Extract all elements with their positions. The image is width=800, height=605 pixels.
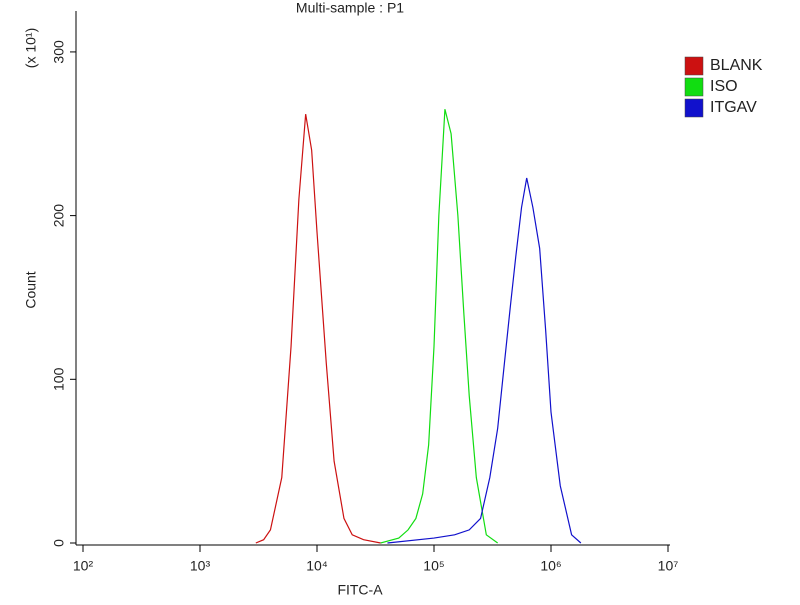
- x-tick-label: 10⁶: [540, 558, 561, 574]
- histogram-line: [387, 177, 582, 544]
- legend-swatch: [684, 56, 704, 76]
- x-tick-label: 10⁷: [658, 558, 679, 574]
- chart-title: Multi-sample : P1: [296, 0, 404, 16]
- x-tick-label: 10²: [73, 558, 94, 574]
- histogram-line: [255, 114, 381, 544]
- y-tick-label: 200: [51, 204, 67, 228]
- x-tick-label: 10⁵: [423, 558, 444, 574]
- histogram-line: [380, 109, 499, 544]
- legend-swatch: [684, 77, 704, 97]
- y-tick-label: 300: [51, 40, 67, 64]
- y-multiplier: (x 10¹): [23, 28, 39, 68]
- x-tick-label: 10³: [190, 558, 211, 574]
- y-axis-label: Count: [23, 271, 39, 308]
- legend-label: BLANK: [710, 57, 763, 74]
- legend-swatch: [684, 98, 704, 118]
- x-axis-label: FITC-A: [337, 582, 383, 598]
- x-tick-label: 10⁴: [306, 558, 328, 574]
- legend-label: ISO: [710, 78, 738, 95]
- legend-label: ITGAV: [710, 99, 757, 116]
- y-tick-label: 100: [51, 367, 67, 391]
- y-tick-label: 0: [51, 539, 67, 547]
